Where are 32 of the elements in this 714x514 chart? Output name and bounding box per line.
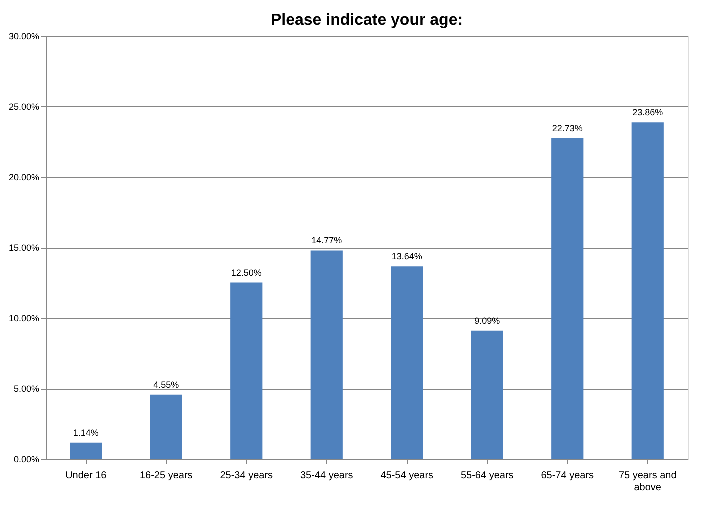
bar xyxy=(632,122,664,459)
data-label: 22.73% xyxy=(552,124,583,134)
y-tick-label: 15.00% xyxy=(8,243,40,253)
bar xyxy=(552,138,584,459)
bar xyxy=(391,266,424,459)
x-tick-label: 55-64 years xyxy=(460,470,514,482)
x-tick-label: 16-25 years xyxy=(140,470,193,482)
y-tick-label: 20.00% xyxy=(8,172,40,182)
data-label: 1.14% xyxy=(73,428,99,438)
x-tick-label: 75 years and above xyxy=(618,470,677,494)
data-label: 9.09% xyxy=(474,316,500,326)
x-tick-label: 25-34 years xyxy=(220,470,274,482)
y-tick-label: 30.00% xyxy=(8,32,40,42)
data-label: 23.86% xyxy=(632,108,664,118)
bar xyxy=(150,394,182,459)
data-label: 12.50% xyxy=(231,268,262,278)
x-tick-label: 45-54 years xyxy=(380,470,434,482)
data-label: 14.77% xyxy=(312,236,342,246)
y-tick-label: 10.00% xyxy=(8,314,40,324)
x-tick-label: 35-44 years xyxy=(300,470,354,482)
y-tick-label: 0.00% xyxy=(14,454,40,464)
y-tick-label: 25.00% xyxy=(8,102,40,112)
data-label: 4.55% xyxy=(154,380,180,390)
x-tick-label: Under 16 xyxy=(66,470,108,482)
bar xyxy=(471,330,504,459)
y-tick-label: 5.00% xyxy=(14,384,40,394)
bar xyxy=(230,282,263,459)
bar xyxy=(310,250,343,459)
x-tick-label: 65-74 years xyxy=(541,470,594,482)
bar xyxy=(70,442,102,459)
data-label: 13.64% xyxy=(392,252,422,262)
chart-title: Please indicate your age: xyxy=(270,12,464,29)
